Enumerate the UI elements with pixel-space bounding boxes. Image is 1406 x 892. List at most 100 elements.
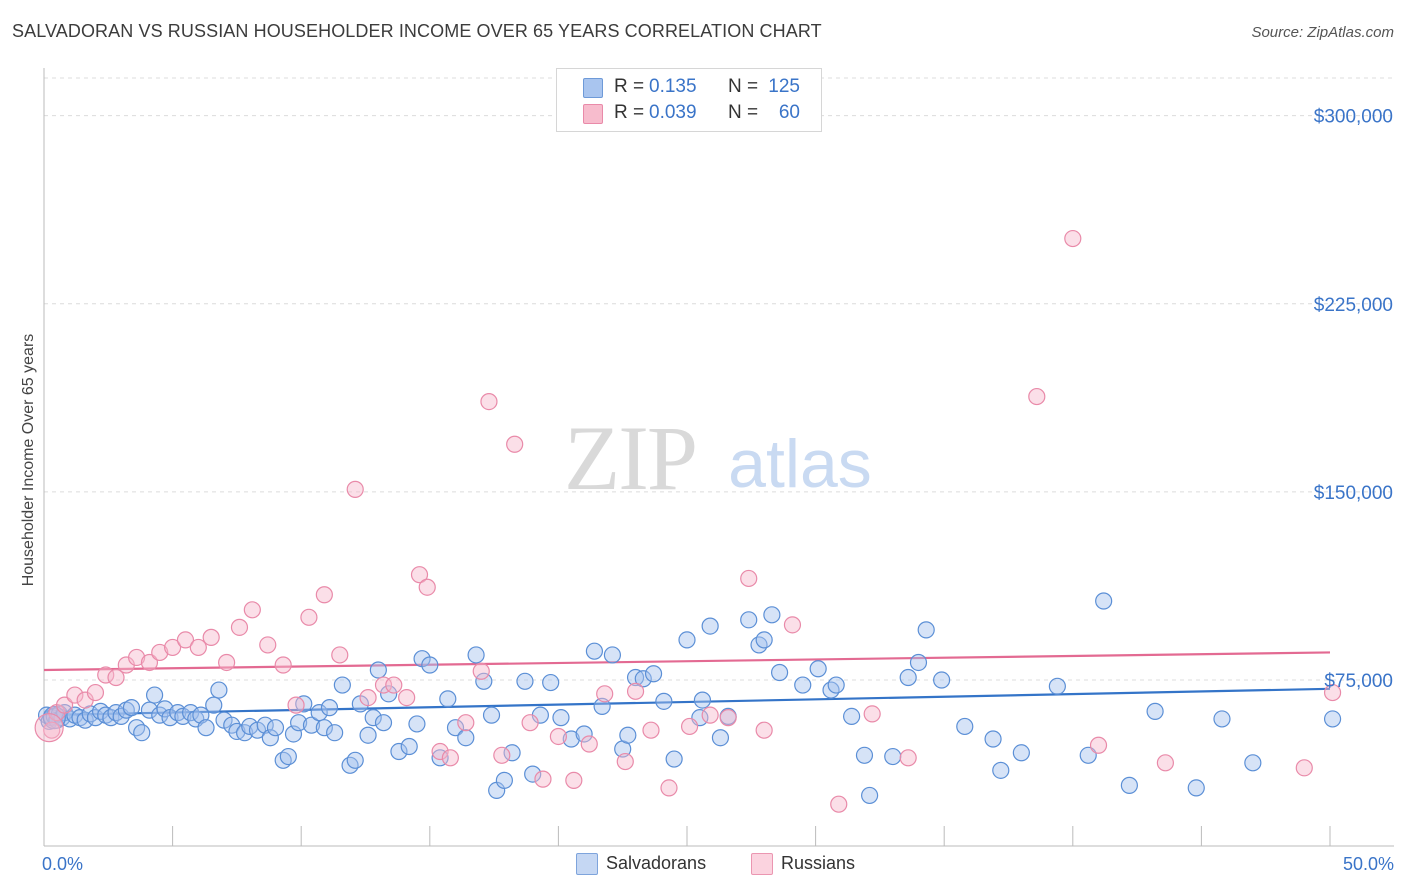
point-salvadorans [1079, 746, 1097, 764]
y-axis-label-wrap: Householder Income Over 65 years [14, 300, 44, 620]
point-salvadorans [755, 631, 773, 649]
point-russians [230, 618, 249, 636]
point-russians [783, 616, 802, 634]
point-salvadorans [899, 668, 917, 687]
point-russians [34, 713, 64, 743]
point-salvadorans [122, 699, 141, 717]
point-salvadorans [439, 690, 457, 708]
point-russians [140, 653, 159, 672]
legend-r-value: 0.039 [649, 102, 697, 123]
point-salvadorans [446, 719, 465, 737]
point-salvadorans [374, 714, 393, 732]
legend-n-value: 60 [778, 102, 800, 123]
point-russians [480, 392, 498, 411]
point-salvadorans [380, 685, 398, 703]
point-salvadorans [917, 621, 935, 639]
point-salvadorans [1095, 592, 1113, 610]
point-salvadorans [956, 717, 974, 736]
point-russians [899, 749, 917, 767]
point-salvadorans [341, 756, 359, 774]
point-salvadorans [992, 761, 1010, 779]
point-salvadorans [302, 716, 321, 734]
point-russians [346, 480, 364, 498]
y-axis-label: Householder Income Over 65 years [20, 333, 37, 587]
chart-title: SALVADORAN VS RUSSIAN HOUSEHOLDER INCOME… [12, 21, 822, 41]
point-russians [410, 566, 429, 584]
series-russians [34, 229, 1342, 813]
point-salvadorans [495, 771, 513, 789]
point-salvadorans [562, 730, 580, 748]
point-salvadorans [1213, 710, 1231, 728]
point-russians [86, 683, 105, 702]
point-russians [331, 646, 349, 664]
point-russians [740, 569, 758, 588]
point-russians [549, 727, 568, 746]
point-russians [719, 709, 737, 727]
point-salvadorans [192, 706, 210, 724]
point-salvadorans [763, 606, 781, 624]
source-credit: Source: ZipAtlas.com [1251, 24, 1394, 41]
point-russians [202, 628, 220, 646]
point-salvadorans [855, 746, 874, 764]
point-salvadorans [467, 646, 485, 664]
point-salvadorans [701, 617, 719, 635]
point-salvadorans [400, 737, 418, 756]
point-salvadorans [809, 660, 827, 678]
bottom-legend-label: Salvadorans [606, 853, 707, 873]
point-russians [506, 435, 524, 453]
point-salvadorans [156, 700, 174, 718]
bottom-legend-swatch-salvadorans [576, 853, 598, 875]
point-salvadorans [542, 673, 560, 692]
point-salvadorans [593, 697, 611, 715]
point-salvadorans [678, 631, 696, 649]
legend-n-label: N = [728, 102, 759, 123]
point-russians [1156, 754, 1174, 772]
x-tick-labels: 0.0% 50.0% [42, 854, 1394, 874]
point-russians [642, 721, 660, 739]
y-tick-labels: $75,000 $150,000 $225,000 $300,000 [1314, 107, 1393, 692]
point-russians [127, 648, 146, 667]
point-salvadorans [634, 670, 652, 688]
point-russians [1323, 683, 1342, 702]
point-russians [1028, 387, 1046, 406]
point-salvadorans [1323, 710, 1342, 728]
trend-lines [43, 651, 1331, 717]
point-russians [243, 601, 261, 619]
point-russians [97, 666, 115, 684]
point-russians [596, 685, 614, 703]
point-russians [287, 696, 305, 714]
point-salvadorans [290, 714, 308, 732]
point-salvadorans [843, 707, 861, 726]
bottom-legend-swatch-russians [751, 853, 773, 875]
y-tick-label: $150,000 [1314, 483, 1393, 504]
y-tick-label: $75,000 [1324, 671, 1393, 692]
legend-r-value: 0.135 [649, 76, 697, 97]
point-russians [755, 721, 773, 739]
point-salvadorans [524, 765, 542, 783]
legend-r-label: R = [614, 76, 645, 97]
point-salvadorans [333, 676, 351, 694]
point-salvadorans [619, 726, 637, 744]
point-russians [534, 770, 552, 788]
point-salvadorans [315, 719, 333, 737]
y-tick-label: $300,000 [1314, 107, 1393, 128]
point-russians [626, 682, 645, 700]
point-salvadorans [1120, 776, 1138, 794]
point-salvadorans [127, 719, 146, 737]
point-salvadorans [279, 747, 297, 766]
point-salvadorans [326, 724, 344, 742]
point-salvadorans [320, 699, 339, 717]
point-salvadorans [861, 786, 879, 805]
point-russians [398, 688, 416, 707]
point-salvadorans [197, 719, 215, 737]
watermark: ZIP atlas [564, 407, 872, 509]
point-russians [431, 742, 449, 761]
point-russians [457, 714, 475, 732]
gridlines [44, 77, 1394, 681]
point-russians [521, 714, 539, 732]
point-russians [43, 721, 61, 739]
point-russians [830, 795, 848, 813]
point-russians [164, 638, 182, 657]
point-salvadorans [750, 636, 768, 654]
